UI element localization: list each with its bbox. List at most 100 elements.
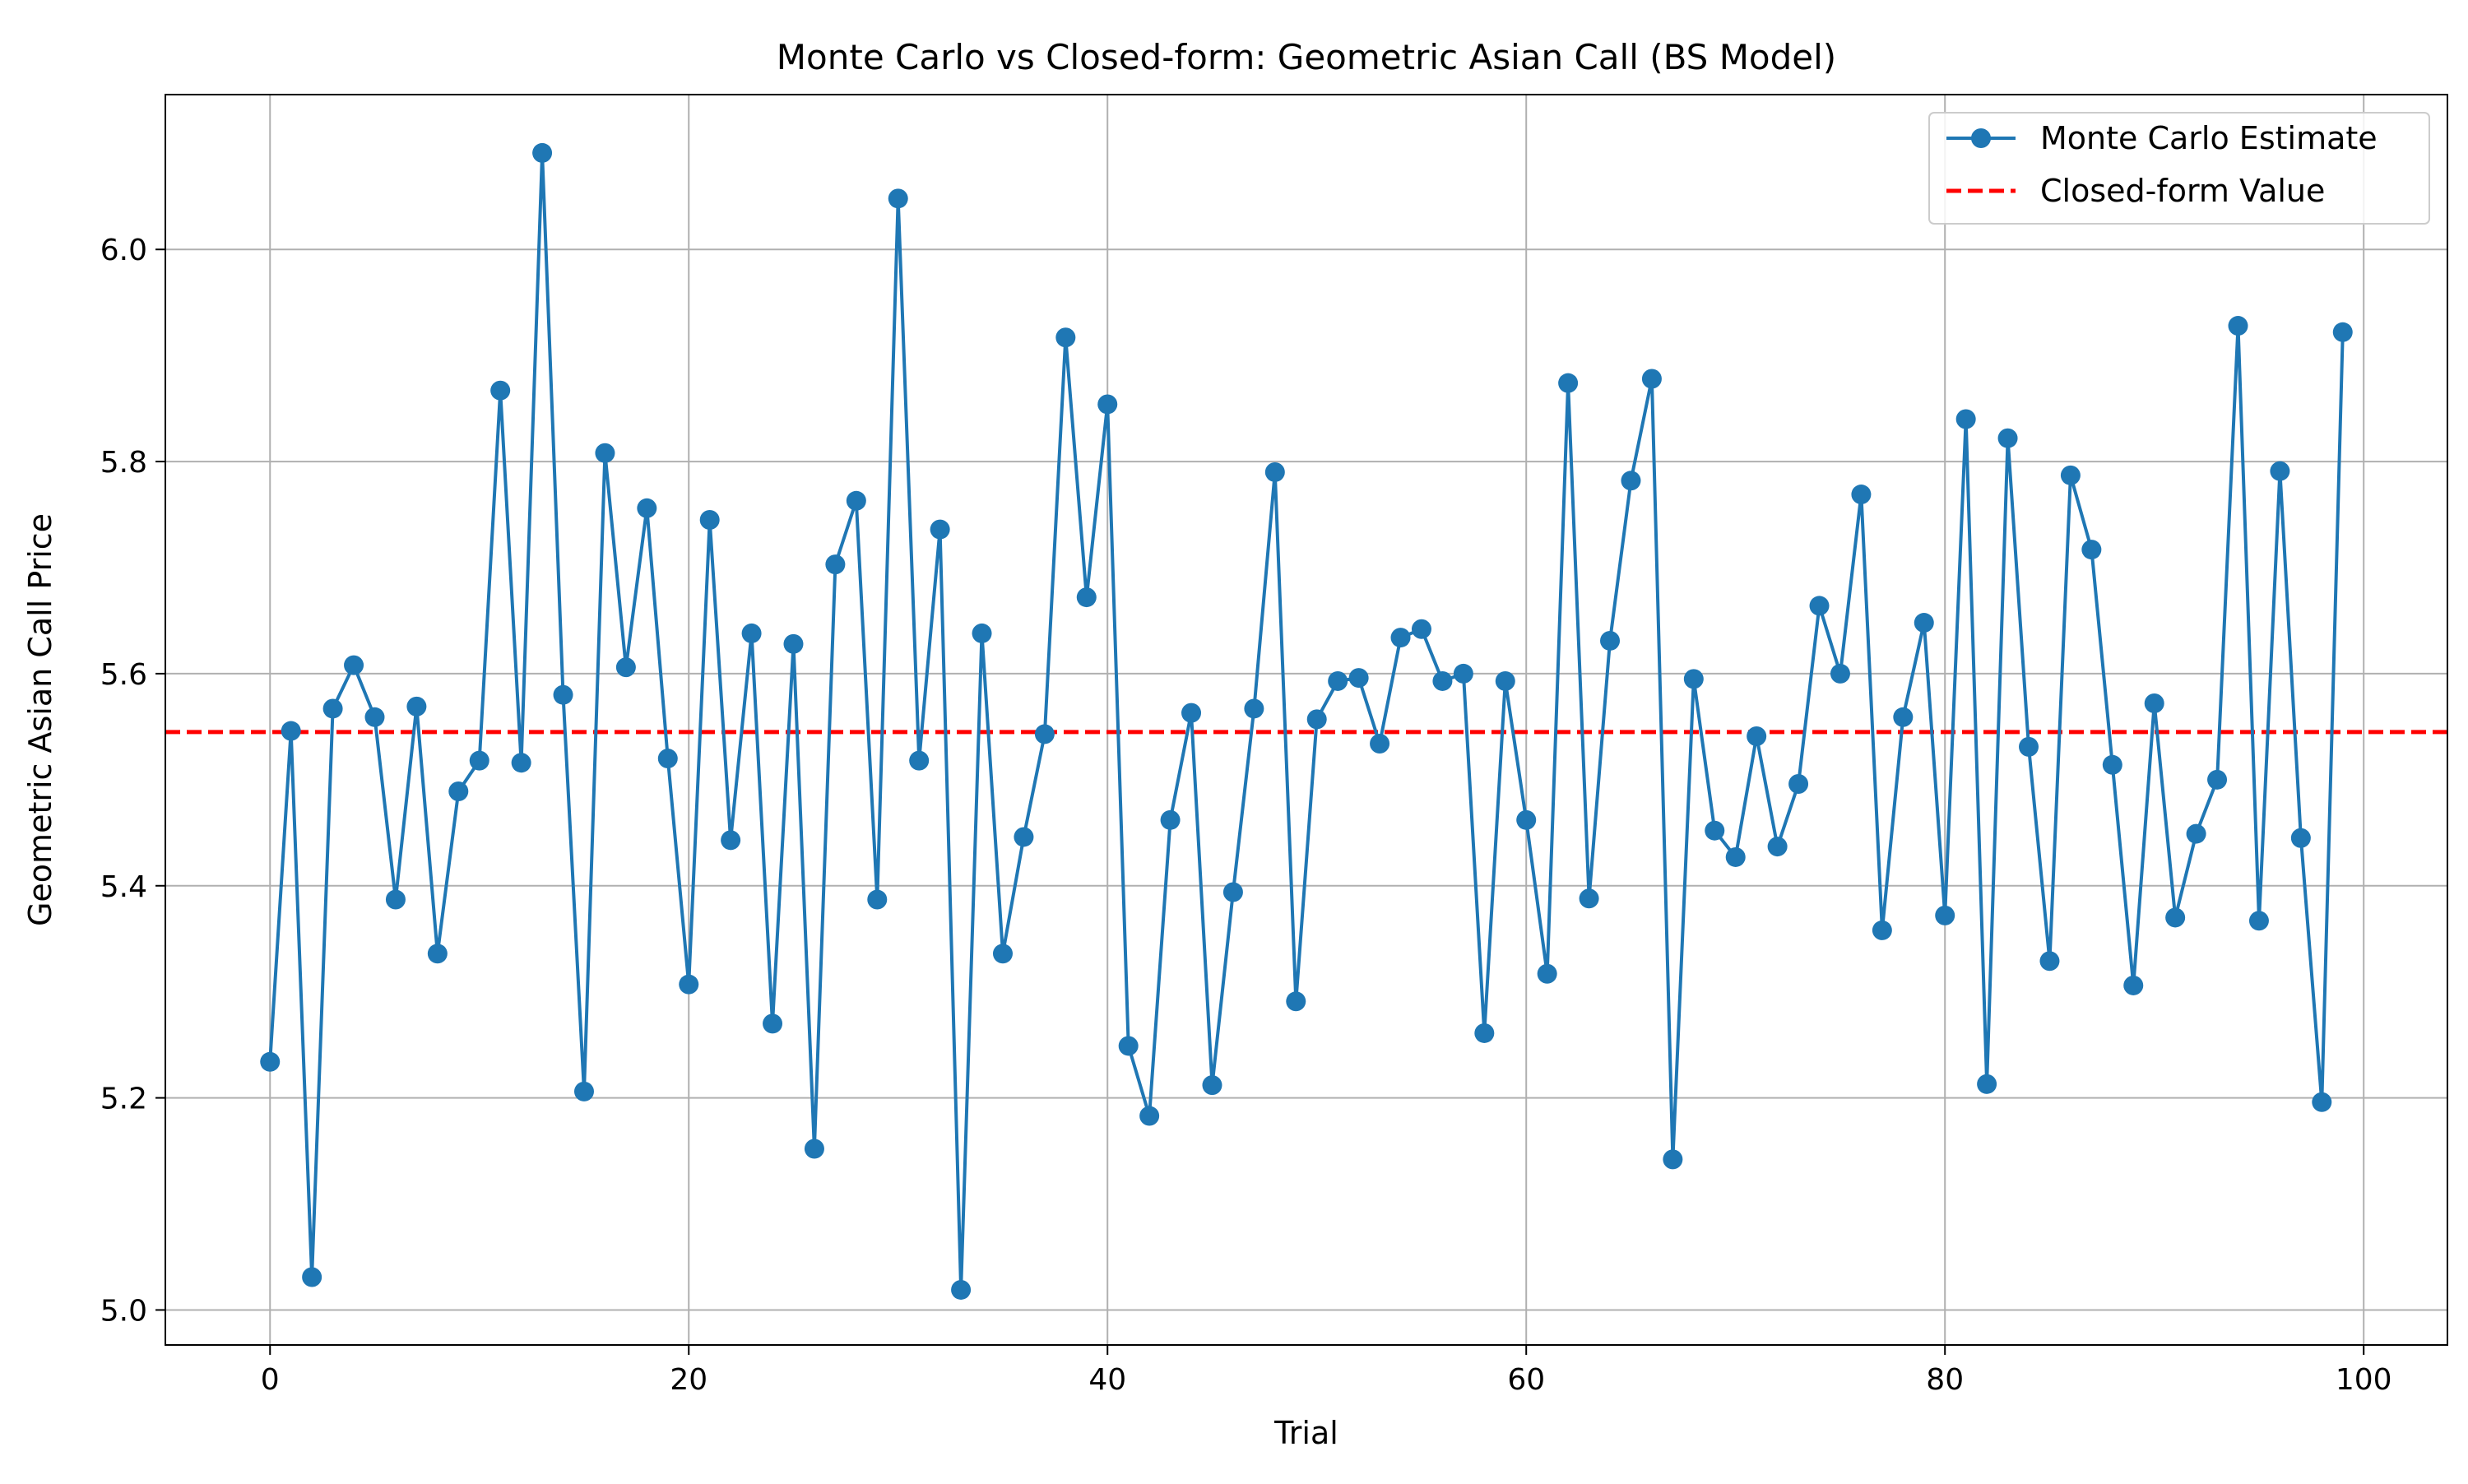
data-point <box>1306 709 1327 730</box>
data-point <box>1997 428 2018 448</box>
data-point <box>344 655 364 675</box>
data-point <box>951 1279 972 1300</box>
y-tick-label: 5.6 <box>100 658 147 692</box>
data-point <box>511 753 531 773</box>
data-point <box>657 749 678 769</box>
data-point <box>1139 1106 1160 1126</box>
data-point <box>1432 670 1453 691</box>
data-point <box>930 519 950 540</box>
data-point <box>532 142 553 163</box>
data-point <box>1851 485 1872 505</box>
grid-lines <box>165 95 2447 1345</box>
data-point <box>783 633 804 654</box>
data-point <box>553 684 573 705</box>
data-point <box>406 696 427 716</box>
data-point <box>1600 630 1621 651</box>
data-point <box>1222 882 1243 902</box>
data-point <box>1537 963 1557 984</box>
data-point <box>2312 1092 2332 1112</box>
data-point <box>2123 975 2144 995</box>
data-point <box>2019 736 2039 757</box>
data-point <box>1893 707 1914 727</box>
data-point <box>804 1139 824 1159</box>
data-point <box>1705 820 1725 841</box>
data-point <box>615 657 636 678</box>
plot-area-frame <box>165 94 2448 1346</box>
data-point <box>1579 888 1599 909</box>
data-point <box>1202 1075 1222 1096</box>
data-point <box>1453 663 1473 684</box>
legend-box <box>1928 112 2430 225</box>
data-point <box>281 721 301 741</box>
x-tick-label: 0 <box>261 1363 280 1397</box>
data-point <box>427 944 448 964</box>
data-point <box>1809 596 1830 616</box>
data-point <box>1034 724 1055 744</box>
data-point <box>1977 1074 1997 1094</box>
x-axis-label: Trial <box>1273 1415 1338 1451</box>
y-tick-label: 5.8 <box>100 446 147 480</box>
data-point <box>888 188 908 209</box>
data-point <box>1118 1036 1139 1056</box>
data-point <box>2144 693 2164 714</box>
data-point <box>1516 809 1537 830</box>
data-point <box>595 443 615 463</box>
data-point <box>1495 670 1515 691</box>
data-point <box>1390 628 1411 648</box>
data-point <box>1830 663 1850 684</box>
data-point <box>2248 911 2269 931</box>
data-point <box>1747 726 1767 746</box>
data-point <box>1348 668 1369 689</box>
y-axis-label: Geometric Asian Call Price <box>22 513 58 926</box>
data-point <box>1370 734 1390 754</box>
data-point <box>2186 823 2206 844</box>
data-point <box>1641 369 1662 389</box>
data-point <box>2081 540 2102 560</box>
data-point <box>972 623 992 643</box>
data-point <box>2270 461 2290 481</box>
data-point <box>2207 769 2228 790</box>
data-point <box>1621 471 1641 491</box>
axis-ticks: 0 20 40 60 80 100 5.0 5.2 5.4 5.6 5.8 6.0 <box>100 234 2392 1397</box>
data-point <box>1264 461 1285 482</box>
data-point <box>679 974 699 995</box>
chart-title: Monte Carlo vs Closed-form: Geometric As… <box>777 37 1836 77</box>
legend-label-monte-carlo: Monte Carlo Estimate <box>2040 120 2378 156</box>
data-point <box>1076 587 1097 608</box>
data-point <box>1055 327 1076 348</box>
data-point <box>2165 907 2186 928</box>
data-point <box>1663 1149 1683 1170</box>
data-point <box>637 498 657 518</box>
data-point <box>741 623 762 643</box>
data-point <box>1181 703 1202 723</box>
monte-carlo-line <box>268 151 2345 1292</box>
data-point <box>2228 316 2248 336</box>
data-point <box>1725 846 1746 867</box>
data-point <box>992 944 1013 964</box>
data-point <box>448 781 469 802</box>
data-point <box>1683 669 1704 689</box>
data-point <box>1160 809 1181 830</box>
data-point <box>302 1267 322 1287</box>
data-point <box>364 707 385 727</box>
data-point <box>909 750 930 771</box>
data-point <box>763 1013 783 1034</box>
legend: Monte Carlo Estimate Closed-form Value <box>1928 112 2430 225</box>
data-point <box>1097 394 1118 415</box>
data-point <box>825 554 846 575</box>
data-point <box>1767 837 1788 857</box>
data-point <box>1914 613 1934 633</box>
data-point <box>1935 905 1955 925</box>
data-point <box>2332 322 2353 342</box>
data-point <box>1558 373 1579 393</box>
data-point <box>1955 409 1976 429</box>
data-point <box>1474 1023 1495 1043</box>
data-point <box>1244 698 1264 719</box>
y-tick-label: 5.2 <box>100 1083 147 1116</box>
y-tick-label: 5.4 <box>100 870 147 904</box>
data-point <box>2102 754 2122 775</box>
legend-marker-monte-carlo <box>1971 128 1991 148</box>
x-tick-label: 80 <box>1926 1363 1964 1397</box>
x-tick-label: 40 <box>1088 1363 1126 1397</box>
data-point <box>1328 670 1348 691</box>
